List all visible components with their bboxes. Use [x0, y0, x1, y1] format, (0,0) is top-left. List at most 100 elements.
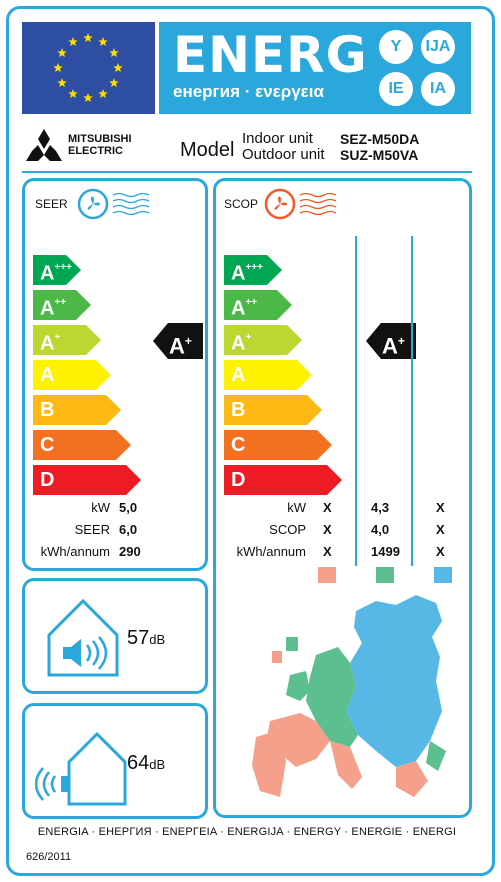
- brand-divider: [22, 171, 472, 173]
- scop-class-arrow: A: [224, 360, 312, 390]
- indoor-sound-value: 57dB: [127, 627, 165, 650]
- scop-value-average: 1499: [371, 544, 400, 559]
- scop-row-label: kWh/annum: [236, 544, 306, 559]
- scop-class-plus: ++: [245, 297, 258, 308]
- seer-rating-plus: +: [184, 334, 192, 348]
- scop-rating-marker: A+: [366, 323, 416, 359]
- scop-class-arrow: A+: [224, 325, 302, 355]
- seer-rating-letter: A: [169, 333, 185, 359]
- zone-swatch-average: [376, 567, 394, 583]
- scop-label: SCOP: [224, 197, 259, 211]
- brand-name-line2: ELECTRIC: [68, 145, 123, 157]
- scop-value-colder: X: [323, 522, 332, 537]
- outdoor-unit-label: Outdoor unit: [242, 146, 325, 163]
- seer-class-arrow: A+++: [33, 255, 81, 285]
- seer-row-seer: SEER 6,0: [25, 521, 205, 539]
- scop-value-warmer: X: [436, 500, 445, 515]
- lang-suffix-ija: IJA: [421, 30, 455, 64]
- scop-class-arrow: A+++: [224, 255, 282, 285]
- europe-climate-map: [252, 595, 446, 797]
- indoor-db-number: 57: [127, 627, 150, 649]
- scop-class-arrow: B: [224, 395, 322, 425]
- indoor-speaker-icon: [47, 598, 119, 677]
- scop-class-letter: A: [231, 332, 246, 355]
- seer-class-letter: B: [40, 399, 55, 421]
- outdoor-db-number: 64: [127, 752, 150, 774]
- outdoor-sound-value: 64dB: [127, 752, 165, 775]
- scop-value-warmer: X: [436, 522, 445, 537]
- lang-suffix-ie: IE: [379, 72, 413, 106]
- eu-star-icon: [113, 63, 123, 73]
- zone-swatch-colder: [318, 567, 336, 583]
- eu-star-icon: [83, 93, 93, 103]
- scop-class-letter: B: [231, 399, 246, 421]
- energy-title: ENERG: [173, 26, 368, 84]
- eu-star-icon: [68, 88, 78, 99]
- scop-panel: SCOP A+++ A++ A+ A B C D A+ kW X 4,3 X SCOP X …: [213, 178, 472, 818]
- indoor-db-unit: dB: [149, 632, 166, 647]
- scop-row-label: SCOP: [269, 522, 306, 537]
- eu-stars-icon: [53, 33, 123, 103]
- seer-row-value: 5,0: [119, 500, 138, 515]
- scop-class-plus: +: [245, 332, 252, 343]
- scop-row-label: kW: [287, 500, 306, 515]
- eu-star-icon: [57, 78, 67, 88]
- eu-flag: [22, 22, 155, 114]
- unit-models: SEZ-M50DA SUZ-M50VA: [340, 131, 419, 163]
- brand-name: MITSUBISHI ELECTRIC: [68, 133, 132, 157]
- scop-value-colder: X: [323, 544, 332, 559]
- scop-class-plus: +++: [245, 262, 263, 273]
- cooling-fan-icon: [77, 188, 150, 220]
- seer-class-plus: +++: [54, 262, 72, 273]
- outdoor-sound-panel: 64dB: [22, 703, 208, 819]
- scop-class-letter: A: [231, 364, 246, 386]
- seer-row-kw: kW 5,0: [25, 499, 205, 517]
- regulation-number: 626/2011: [26, 851, 72, 863]
- eu-star-icon: [98, 88, 108, 99]
- label-header: ENERG енергия · ενεργεια Y IJA IE IA: [22, 22, 471, 114]
- seer-class-arrow: A++: [33, 290, 91, 320]
- eu-star-icon: [98, 37, 108, 47]
- seer-class-letter: A: [40, 262, 55, 285]
- eu-star-icon: [68, 37, 78, 47]
- seer-class-arrow: C: [33, 430, 131, 460]
- scop-value-colder: X: [323, 500, 332, 515]
- scop-class-letter: A: [231, 297, 246, 320]
- zone-divider-1: [355, 236, 357, 566]
- outdoor-model-number: SUZ-M50VA: [340, 147, 419, 163]
- seer-label: SEER: [35, 197, 68, 211]
- scop-rating-plus: +: [397, 334, 405, 348]
- seer-class-letter: A: [40, 364, 55, 386]
- scop-class-arrow: A++: [224, 290, 292, 320]
- seer-class-arrow: D: [33, 465, 141, 495]
- scop-class-letter: D: [231, 469, 246, 491]
- scop-value-average: 4,3: [371, 500, 390, 515]
- seer-class-arrow: A: [33, 360, 111, 390]
- model-label: Model: [180, 139, 235, 161]
- seer-row-kwh: kWh/annum 290: [25, 543, 205, 561]
- zone-swatch-warmer: [434, 567, 452, 583]
- lang-suffix-ia: IA: [421, 72, 455, 106]
- eu-star-icon: [83, 33, 93, 43]
- seer-row-value: 6,0: [119, 522, 138, 537]
- mitsubishi-diamonds-icon: [26, 129, 62, 161]
- scop-class-arrow: C: [224, 430, 332, 460]
- scop-class-arrow: D: [224, 465, 342, 495]
- energy-banner: ENERG енергия · ενεργεια Y IJA IE IA: [159, 22, 471, 114]
- seer-class-letter: D: [40, 469, 55, 491]
- seer-class-letter: A: [40, 332, 55, 355]
- unit-labels: Indoor unit Outdoor unit: [242, 131, 325, 163]
- outdoor-speaker-icon: [35, 731, 127, 806]
- seer-class-arrow: A+: [33, 325, 101, 355]
- seer-panel: SEER A+++ A++ A+ A B C D A+ kW 5,0 SEER 6,0 kW…: [22, 178, 208, 571]
- outdoor-db-unit: dB: [149, 757, 166, 772]
- brand-name-line1: MITSUBISHI: [68, 133, 132, 145]
- brand-row: MITSUBISHI ELECTRIC Model Indoor unit Ou…: [22, 127, 471, 169]
- heating-fan-icon: [264, 188, 337, 220]
- scop-value-average: 4,0: [371, 522, 390, 537]
- eu-star-icon: [109, 48, 119, 58]
- scop-row-scop: SCOP X 4,0 X: [216, 521, 466, 539]
- indoor-unit-label: Indoor unit: [242, 130, 313, 147]
- zone-divider-2: [411, 236, 413, 566]
- seer-row-label: kW: [91, 500, 110, 515]
